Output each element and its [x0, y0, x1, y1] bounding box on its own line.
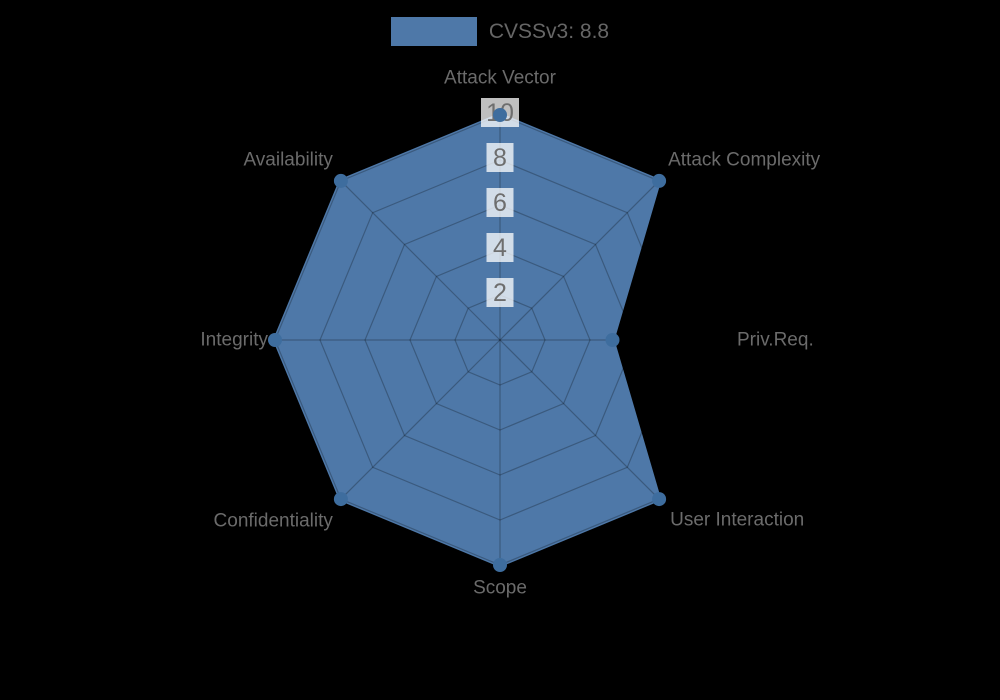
- axis-label-user-interaction: User Interaction: [670, 510, 804, 531]
- axis-label-priv-req: Priv.Req.: [737, 330, 814, 351]
- tick-backdrop-2: [486, 278, 514, 307]
- axis-label-attack-complexity: Attack Complexity: [668, 149, 821, 170]
- data-point-attack-complexity[interactable]: [652, 173, 667, 188]
- legend-swatch: [390, 17, 477, 46]
- axis-line-attack-complexity: [499, 180, 660, 341]
- grid-ring-4: [409, 249, 591, 431]
- axis-line-confidentiality: [340, 339, 501, 500]
- data-point-confidentiality[interactable]: [333, 492, 348, 507]
- chart-legend-item[interactable]: CVSSv3: 8.8: [0, 17, 1000, 46]
- axis-label-integrity: Integrity: [200, 330, 268, 351]
- axis-label-confidentiality: Confidentiality: [214, 511, 334, 532]
- grid-ring-8: [319, 159, 681, 521]
- tick-backdrop-6: [486, 188, 514, 217]
- axis-label-scope: Scope: [473, 578, 527, 599]
- axis-label-attack-vector: Attack Vector: [444, 68, 557, 89]
- tick-label-6: 6: [493, 189, 507, 217]
- axis-line-user-interaction: [499, 339, 660, 500]
- data-point-scope[interactable]: [493, 558, 507, 572]
- data-point-integrity[interactable]: [268, 333, 282, 347]
- tick-label-2: 2: [493, 279, 507, 307]
- tick-label-8: 8: [493, 144, 507, 172]
- axis-line-availability: [340, 180, 501, 341]
- legend-label: CVSSv3: 8.8: [488, 20, 610, 43]
- grid-ring-6: [364, 204, 636, 476]
- data-point-user-interaction[interactable]: [652, 492, 667, 507]
- tick-backdrop-8: [486, 143, 514, 172]
- axis-label-availability: Availability: [243, 149, 333, 170]
- data-point-priv-req[interactable]: [605, 333, 620, 347]
- data-point-attack-vector[interactable]: [493, 108, 507, 122]
- tick-backdrop-4: [486, 233, 514, 262]
- tick-label-4: 4: [493, 234, 507, 262]
- data-point-availability[interactable]: [333, 173, 348, 188]
- grid-ring-2: [454, 294, 546, 386]
